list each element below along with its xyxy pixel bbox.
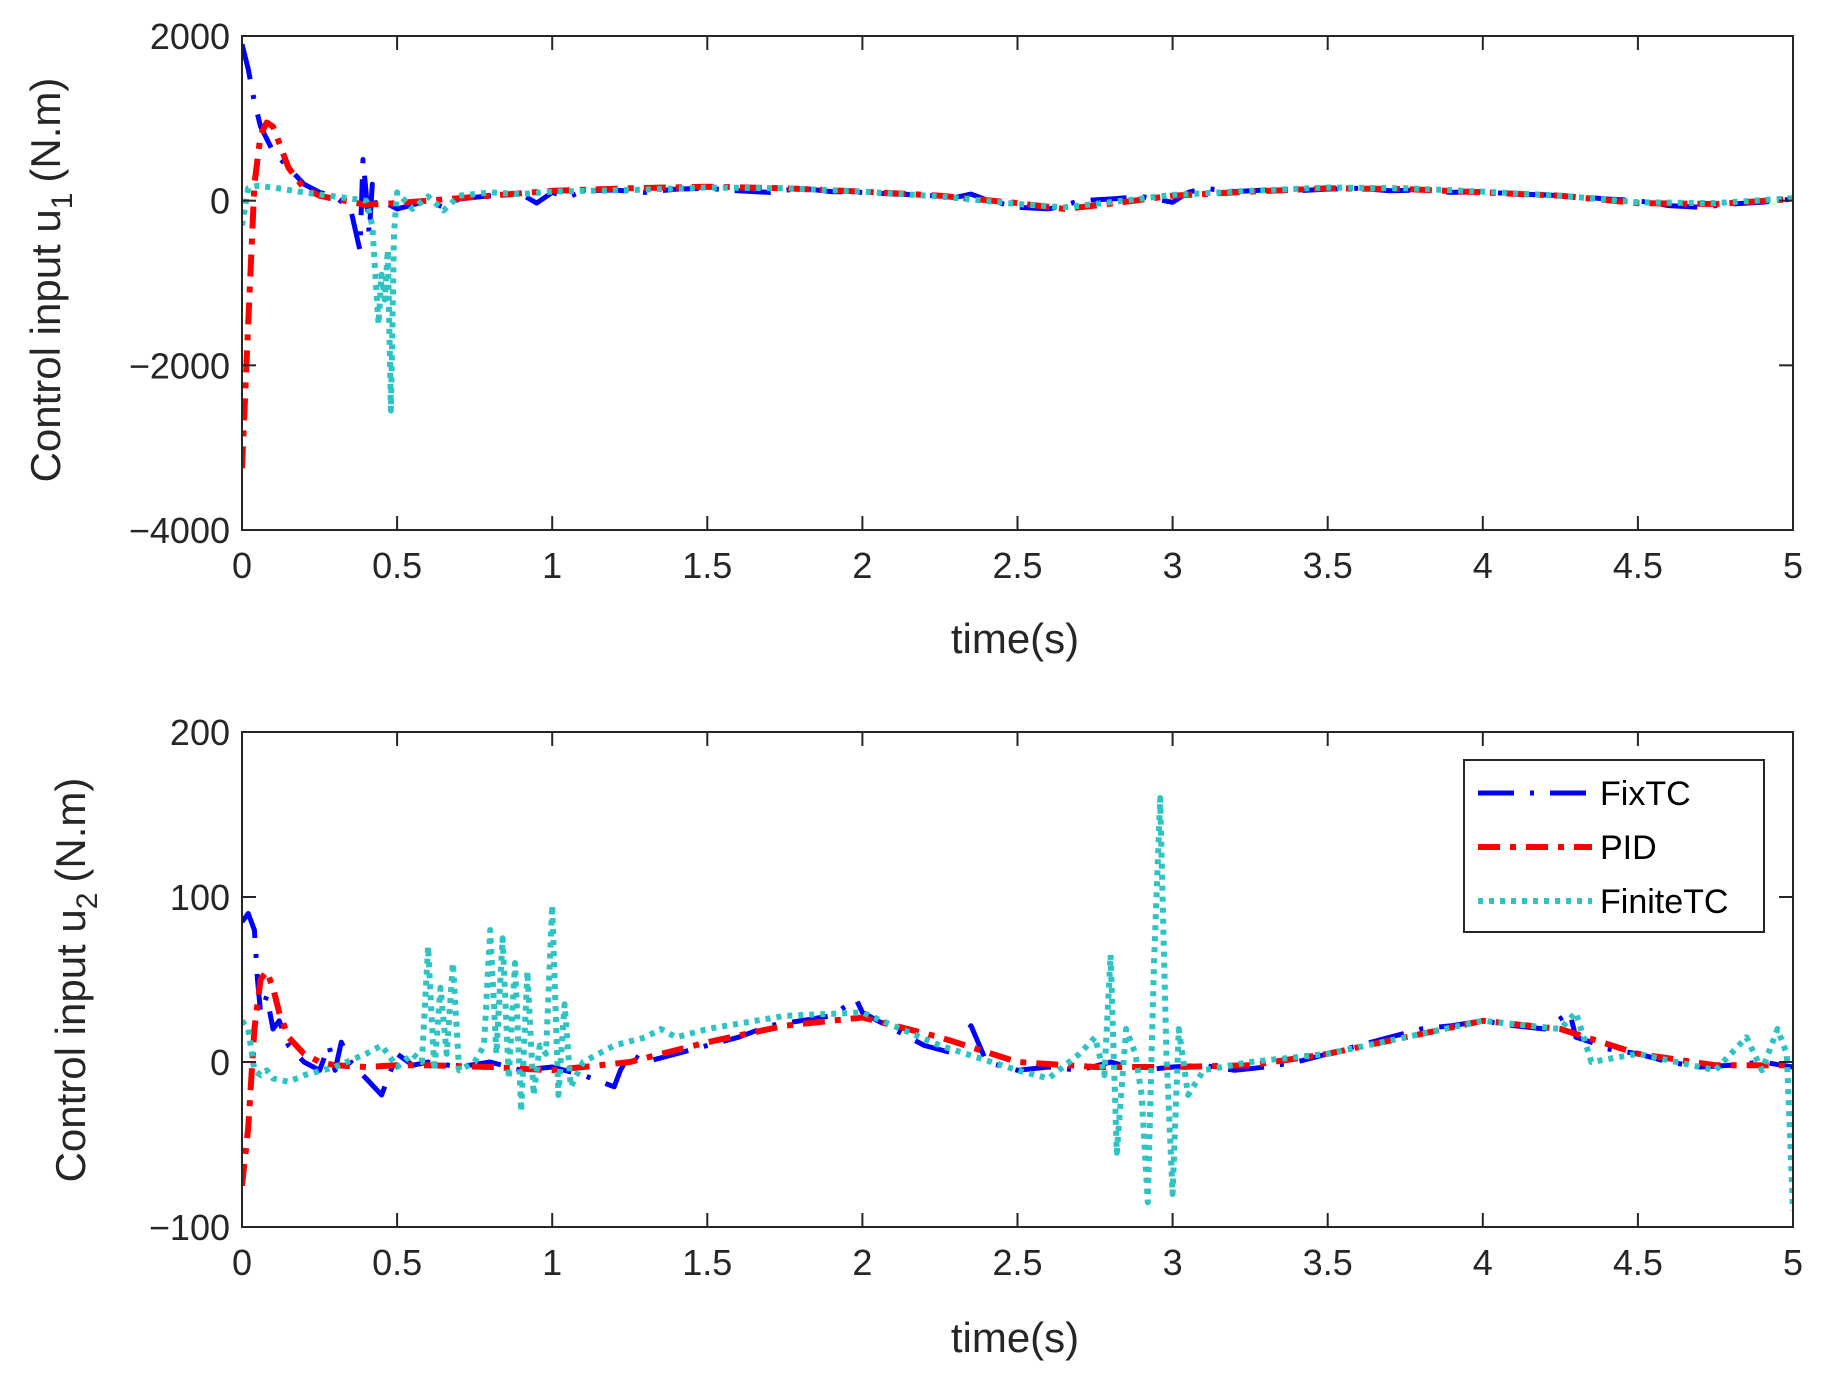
legend-label-pid: PID [1600, 829, 1657, 867]
x-tick-label-u2: 3.5 [1303, 1242, 1353, 1283]
legend-label-finitetc: FiniteTC [1600, 883, 1728, 921]
y-axis-label-u2-subscript: 2 [71, 893, 104, 910]
y-tick-label-u2: 200 [170, 712, 230, 753]
y-axis-label-u2: Control input u2 (N.m) [47, 778, 104, 1183]
x-axis-label-u1: time(s) [951, 615, 1079, 662]
x-tick-label-u2: 2 [852, 1242, 872, 1283]
x-tick-label-u2: 5 [1783, 1242, 1803, 1283]
x-tick-label-u1: 0.5 [372, 545, 422, 586]
x-tick-label-u1: 3 [1163, 545, 1183, 586]
x-tick-label-u1: 1.5 [682, 545, 732, 586]
x-tick-label-u2: 1.5 [682, 1242, 732, 1283]
x-tick-label-u1: 0 [232, 545, 252, 586]
series-line-finitetc-u2 [242, 795, 1793, 1211]
panel-u1: 0 0.5 1 1.5 2 2.5 3 3.5 4 4.5 5 −4000 −2000 0 2000 tim… [22, 16, 1803, 662]
y-axis-label-u1-subscript: 1 [46, 193, 79, 210]
x-tick-label-u2: 3 [1163, 1242, 1183, 1283]
legend: FixTC PID FiniteTC [1463, 759, 1765, 933]
x-tick-label-u1: 1 [542, 545, 562, 586]
y-axis-label-u1-unit: (N.m) [22, 78, 69, 183]
x-tick-label-u1: 2 [852, 545, 872, 586]
series-line-pid-u1 [242, 119, 1793, 469]
x-axis-label-u2: time(s) [951, 1314, 1079, 1361]
y-tick-label-u2: 100 [170, 877, 230, 918]
series-line-fixtc-u1 [242, 43, 1793, 253]
y-tick-label-u2: −100 [149, 1207, 230, 1248]
x-tick-label-u2: 2.5 [992, 1242, 1042, 1283]
legend-label-fixtc: FixTC [1600, 775, 1691, 813]
series-line-pid-u2 [242, 968, 1793, 1187]
y-axis-label-u1-main: Control input u [22, 209, 69, 482]
y-tick-label-u1: −2000 [129, 345, 230, 386]
x-tick-label-u1: 4 [1473, 545, 1493, 586]
y-tick-label-u1: −4000 [129, 510, 230, 551]
x-tick-label-u2: 0.5 [372, 1242, 422, 1283]
x-tick-label-u1: 3.5 [1303, 545, 1353, 586]
y-axis-label-u2-main: Control input u [47, 909, 94, 1182]
y-axis-label-u2-unit: (N.m) [47, 778, 94, 883]
series-line-finitetc-u1 [242, 182, 1793, 414]
x-tick-label-u1: 2.5 [992, 545, 1042, 586]
y-tick-label-u1: 0 [210, 181, 230, 222]
x-tick-label-u1: 4.5 [1613, 545, 1663, 586]
x-tick-label-u2: 4.5 [1613, 1242, 1663, 1283]
y-tick-label-u2: 0 [210, 1042, 230, 1083]
plot-area-u1: 0 0.5 1 1.5 2 2.5 3 3.5 4 4.5 5 −4000 −2000 0 2000 [129, 16, 1803, 586]
x-tick-label-u2: 4 [1473, 1242, 1493, 1283]
x-tick-label-u2: 0 [232, 1242, 252, 1283]
plot-background-u1 [242, 36, 1793, 530]
x-tick-label-u2: 1 [542, 1242, 562, 1283]
x-tick-label-u1: 5 [1783, 545, 1803, 586]
y-tick-label-u1: 2000 [150, 16, 230, 57]
y-axis-label-u1: Control input u1 (N.m) [22, 78, 79, 483]
